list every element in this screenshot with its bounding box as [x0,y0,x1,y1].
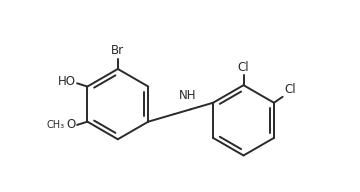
Text: O: O [67,118,76,131]
Text: Cl: Cl [284,83,296,96]
Text: CH₃: CH₃ [46,120,64,130]
Text: Br: Br [111,44,125,57]
Text: NH: NH [179,89,197,102]
Text: HO: HO [58,75,76,89]
Text: Cl: Cl [238,60,249,74]
